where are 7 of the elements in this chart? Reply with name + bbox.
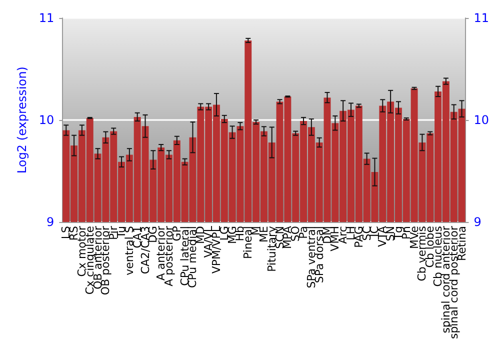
y2-tick-label: 11 (474, 11, 490, 25)
y2-tick-label: 10 (474, 113, 490, 128)
y-tick-label: 9 (46, 215, 54, 230)
y-tick-label: 10 (38, 113, 54, 128)
y-axis-title: Log2 (expression) (15, 66, 29, 174)
y-tick-label: 11 (38, 11, 54, 25)
y2-tick-label: 9 (474, 215, 482, 230)
